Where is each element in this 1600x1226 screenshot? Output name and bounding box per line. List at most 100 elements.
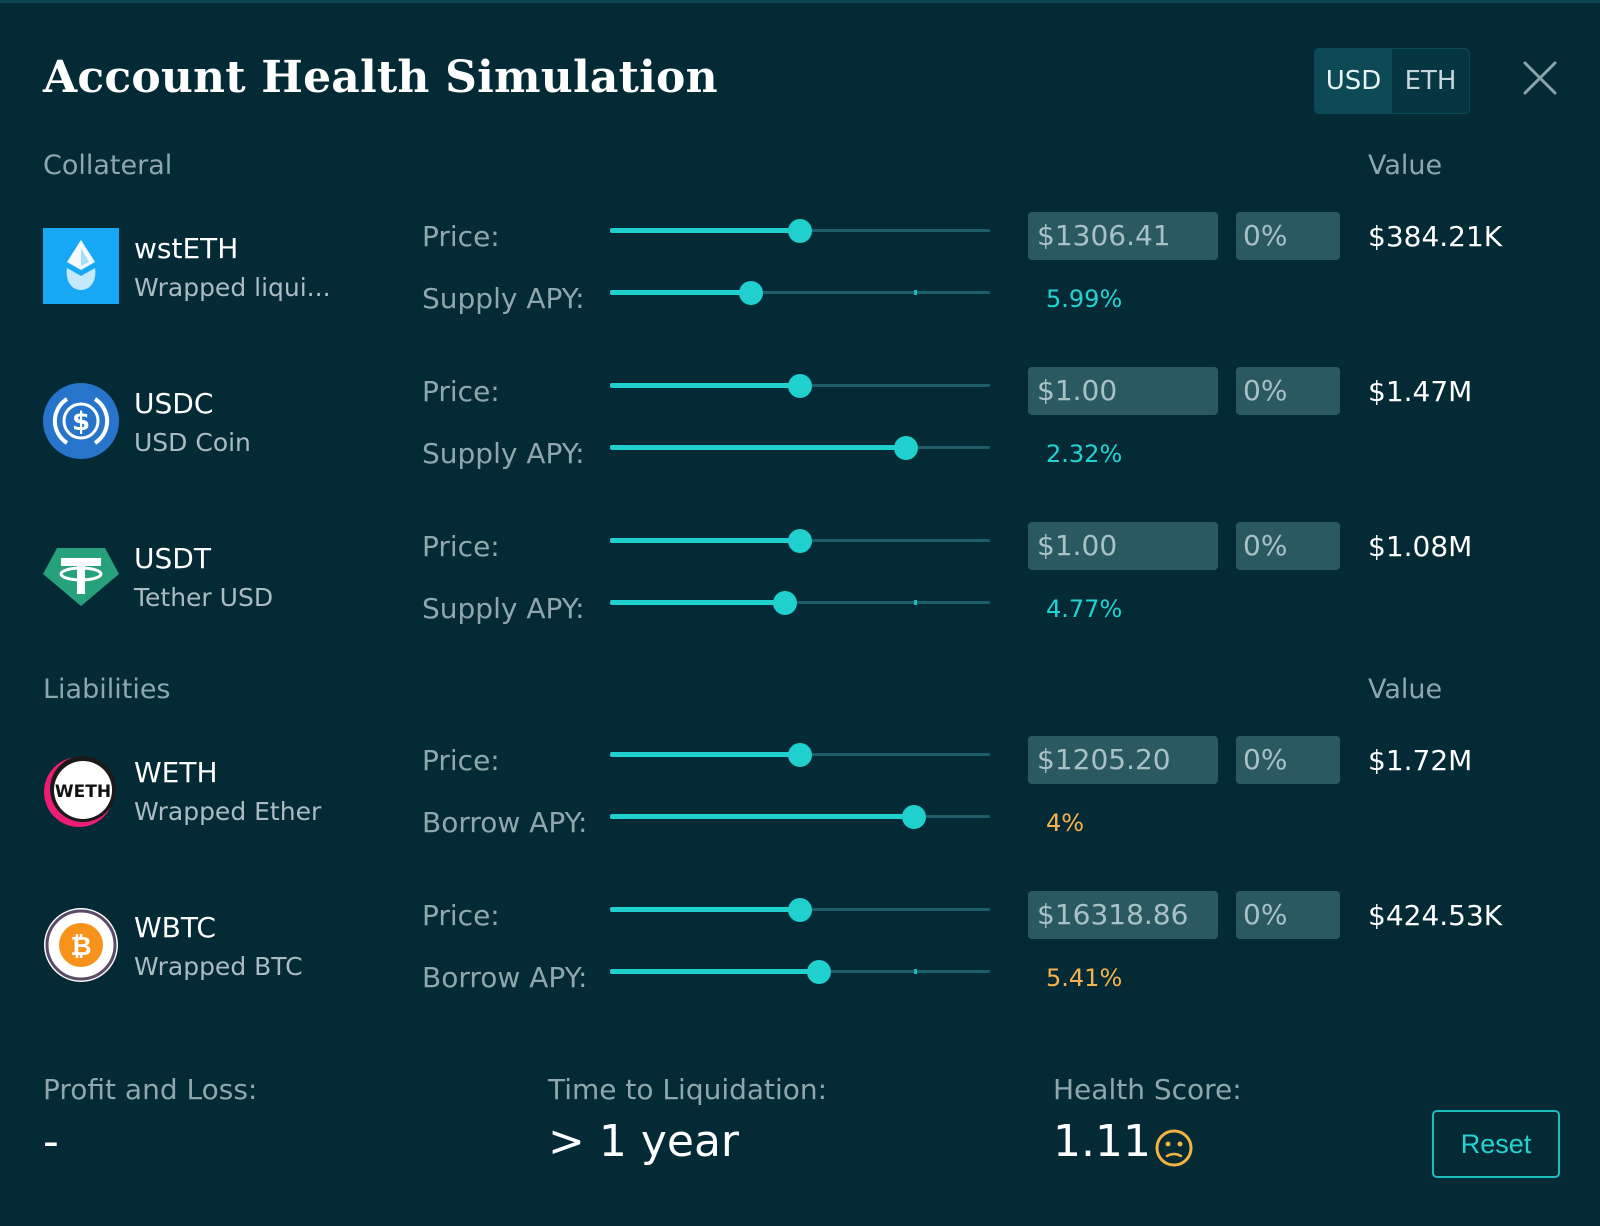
close-icon[interactable] — [1522, 60, 1558, 96]
apy-value: 4.77% — [1046, 595, 1123, 623]
price-change-input[interactable] — [1236, 736, 1340, 784]
liabilities-value-label: Value — [1368, 674, 1443, 705]
slider-thumb[interactable] — [788, 219, 812, 243]
slider-fill — [610, 752, 800, 757]
price-slider[interactable] — [610, 742, 990, 768]
slider-thumb[interactable] — [772, 591, 797, 615]
pnl-value: - — [43, 1116, 59, 1167]
slider-thumb[interactable] — [788, 374, 812, 398]
asset-symbol: USDT — [134, 542, 211, 575]
price-label: Price: — [422, 899, 500, 932]
top-edge — [0, 0, 1600, 3]
weth-icon-text: WETH — [55, 782, 111, 802]
price-change-input[interactable] — [1236, 212, 1340, 260]
asset-name: Wrapped Ether — [134, 797, 322, 826]
slider-tick — [914, 290, 917, 295]
slider-thumb[interactable] — [738, 281, 763, 305]
apy-slider[interactable] — [610, 804, 990, 830]
weth-icon: WETH — [44, 756, 116, 827]
price-input[interactable] — [1028, 367, 1218, 415]
slider-thumb[interactable] — [894, 436, 919, 460]
slider-tick — [914, 600, 917, 605]
slider-thumb[interactable] — [807, 960, 831, 984]
collateral-label: Collateral — [43, 150, 173, 181]
price-label: Price: — [422, 375, 500, 408]
slider-fill — [610, 445, 907, 450]
asset-symbol: WBTC — [134, 911, 216, 944]
health-label: Health Score: — [1053, 1073, 1242, 1106]
apy-label: Supply APY: — [422, 282, 585, 315]
asset-symbol: USDC — [134, 387, 214, 420]
asset-name: Wrapped liqui... — [134, 273, 331, 302]
apy-value: 5.41% — [1046, 964, 1123, 992]
slider-fill — [610, 907, 800, 912]
slider-thumb[interactable] — [788, 743, 812, 767]
apy-slider[interactable] — [610, 280, 990, 306]
collateral-value-label: Value — [1368, 150, 1443, 181]
asset-symbol: WETH — [134, 756, 218, 789]
asset-value: $1.72M — [1368, 744, 1473, 777]
slider-fill — [610, 814, 914, 819]
price-input[interactable] — [1028, 522, 1218, 570]
price-input[interactable] — [1028, 212, 1218, 260]
apy-value: 5.99% — [1046, 285, 1123, 313]
slider-fill — [610, 538, 800, 543]
slider-thumb[interactable] — [788, 529, 812, 553]
price-slider[interactable] — [610, 897, 990, 923]
currency-option-eth[interactable]: ETH — [1404, 66, 1457, 96]
apy-value: 4% — [1046, 809, 1085, 837]
price-change-input[interactable] — [1236, 522, 1340, 570]
asset-value: $1.47M — [1368, 375, 1473, 408]
apy-label: Supply APY: — [422, 437, 585, 470]
usdt-icon — [43, 548, 119, 606]
price-change-input[interactable] — [1236, 891, 1340, 939]
liabilities-label: Liabilities — [43, 674, 171, 705]
slider-fill — [610, 290, 751, 295]
wsteth-icon — [43, 228, 119, 304]
slider-track — [610, 291, 990, 294]
slider-fill — [610, 969, 819, 974]
slider-fill — [610, 600, 785, 605]
ttl-value: > 1 year — [548, 1116, 739, 1167]
apy-label: Borrow APY: — [422, 961, 588, 994]
apy-slider[interactable] — [610, 590, 990, 616]
price-label: Price: — [422, 220, 500, 253]
price-label: Price: — [422, 530, 500, 563]
asset-value: $424.53K — [1368, 899, 1503, 932]
price-slider[interactable] — [610, 528, 990, 554]
currency-toggle[interactable]: USD ETH — [1314, 48, 1470, 114]
slider-fill — [610, 383, 800, 388]
apy-slider[interactable] — [610, 959, 990, 985]
svg-text:₿: ₿ — [70, 932, 91, 962]
asset-name: USD Coin — [134, 428, 251, 457]
asset-value: $1.08M — [1368, 530, 1473, 563]
svg-text:$: $ — [72, 407, 90, 437]
reset-button[interactable]: Reset — [1432, 1110, 1560, 1178]
apy-label: Supply APY: — [422, 592, 585, 625]
price-label: Price: — [422, 744, 500, 777]
asset-name: Wrapped BTC — [134, 952, 303, 981]
wbtc-icon: ₿ — [44, 908, 118, 982]
health-value: 1.11 — [1053, 1116, 1151, 1167]
asset-name: Tether USD — [134, 583, 274, 612]
pnl-label: Profit and Loss: — [43, 1073, 258, 1106]
apy-slider[interactable] — [610, 435, 990, 461]
neutral-face-icon — [1155, 1129, 1193, 1167]
ttl-label: Time to Liquidation: — [548, 1073, 828, 1106]
slider-track — [610, 601, 990, 604]
price-slider[interactable] — [610, 373, 990, 399]
asset-value: $384.21K — [1368, 220, 1503, 253]
slider-fill — [610, 228, 800, 233]
price-change-input[interactable] — [1236, 367, 1340, 415]
asset-symbol: wstETH — [134, 232, 239, 265]
apy-label: Borrow APY: — [422, 806, 588, 839]
price-slider[interactable] — [610, 218, 990, 244]
usdc-icon: $ — [43, 383, 119, 459]
price-input[interactable] — [1028, 736, 1218, 784]
slider-thumb[interactable] — [788, 898, 812, 922]
price-input[interactable] — [1028, 891, 1218, 939]
apy-value: 2.32% — [1046, 440, 1123, 468]
page-title: Account Health Simulation — [43, 52, 718, 103]
slider-thumb[interactable] — [902, 805, 926, 829]
currency-option-usd[interactable]: USD — [1315, 49, 1392, 113]
